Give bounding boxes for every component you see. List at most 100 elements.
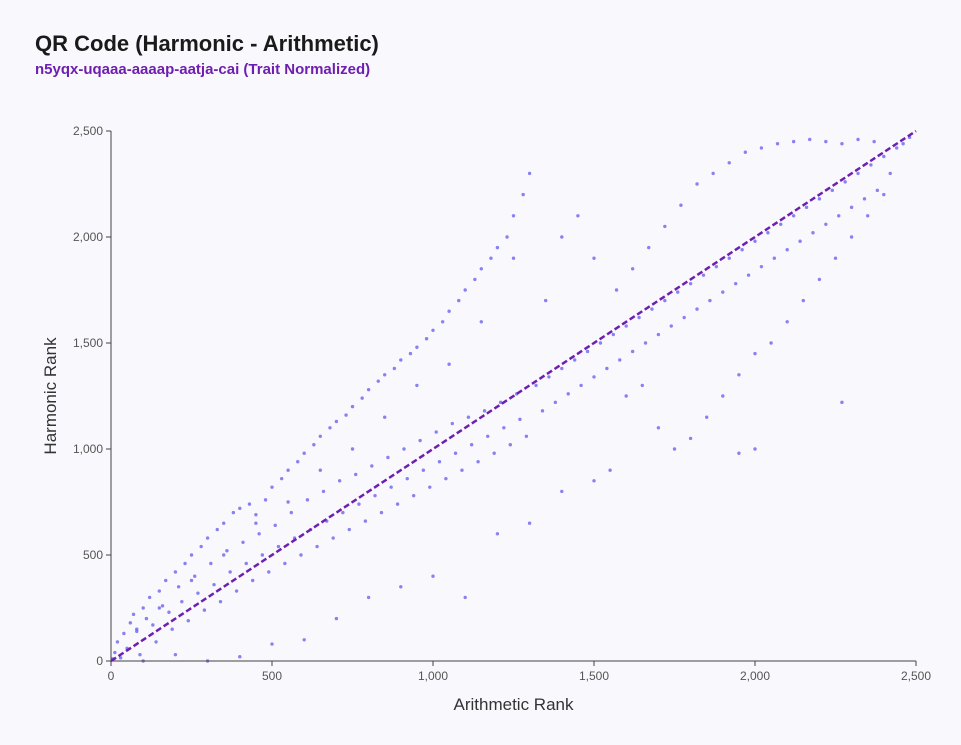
data-point (160, 604, 165, 608)
data-point (711, 171, 715, 176)
data-point (312, 443, 316, 447)
y-axis-label: Harmonic Rank (41, 337, 60, 455)
data-point (453, 451, 458, 455)
data-point (869, 163, 873, 167)
data-point (592, 256, 596, 260)
data-point (862, 197, 867, 201)
data-point (817, 277, 822, 282)
data-point (228, 570, 232, 574)
data-point (721, 290, 725, 294)
data-point (270, 642, 274, 646)
data-point (254, 521, 258, 525)
data-point (447, 362, 451, 366)
data-point (656, 332, 661, 337)
data-point (386, 455, 390, 460)
data-point (415, 383, 419, 388)
data-point (157, 606, 161, 610)
data-point (115, 640, 120, 644)
data-point (222, 553, 226, 557)
data-point (544, 298, 548, 303)
data-point (630, 349, 635, 354)
data-point (379, 510, 384, 515)
data-point (495, 532, 500, 536)
data-point (196, 591, 200, 595)
data-point (286, 500, 290, 504)
data-point (511, 214, 516, 218)
data-point (193, 574, 197, 578)
data-point (808, 137, 812, 142)
data-point (695, 307, 699, 311)
data-point (753, 239, 757, 243)
data-point (759, 146, 764, 150)
data-point (315, 544, 319, 549)
data-point (434, 430, 438, 434)
data-point (560, 489, 564, 494)
data-point (183, 561, 187, 566)
data-point (479, 320, 483, 324)
data-point (176, 585, 181, 589)
y-tick-label: 2,500 (73, 124, 103, 138)
data-point (486, 434, 490, 438)
data-point (305, 498, 310, 502)
data-point (257, 532, 261, 536)
data-point (647, 245, 651, 250)
data-point (746, 273, 751, 277)
data-point (366, 595, 371, 600)
data-point (663, 298, 667, 303)
data-point (250, 578, 255, 583)
data-point (576, 214, 580, 218)
data-point (676, 290, 680, 294)
data-point (753, 351, 757, 356)
data-point (238, 655, 242, 659)
data-point (643, 341, 648, 345)
x-tick-label: 2,500 (901, 669, 931, 683)
data-point (663, 224, 667, 229)
data-point (231, 510, 236, 515)
data-point (798, 239, 802, 243)
data-point (460, 468, 464, 472)
data-point (440, 320, 445, 324)
data-point (128, 621, 133, 625)
data-point (357, 502, 361, 506)
data-point (540, 409, 545, 413)
data-point (721, 394, 725, 398)
points-layer (110, 135, 912, 663)
data-point (560, 366, 564, 371)
chart-subtitle: n5yqx-uqaaa-aaaap-aatja-cai (Trait Norma… (35, 61, 371, 78)
data-point (553, 400, 558, 405)
data-point (498, 400, 503, 405)
x-axis-label: Arithmetic Rank (454, 695, 574, 714)
data-point (270, 485, 274, 489)
data-point (418, 438, 422, 443)
data-point (469, 443, 474, 447)
data-point (141, 606, 145, 610)
data-point (489, 256, 493, 260)
data-point (511, 256, 516, 260)
data-point (135, 627, 139, 631)
axes-layer: 0 500 1,000 1,500 2,000 2,500 0 500 1,000 1,500 2,… (73, 124, 931, 683)
data-point (389, 485, 393, 489)
data-point (791, 214, 796, 218)
data-point (260, 553, 265, 557)
data-point (843, 180, 847, 184)
data-point (415, 345, 419, 349)
data-point (518, 417, 522, 422)
data-point (705, 415, 709, 419)
data-point (608, 468, 612, 472)
data-point (302, 451, 306, 455)
data-point (118, 656, 123, 660)
data-point (866, 214, 870, 218)
data-point (872, 139, 876, 144)
data-point (753, 447, 757, 451)
data-point (170, 627, 174, 631)
data-point (354, 472, 358, 477)
data-point (437, 460, 442, 464)
data-point (428, 485, 432, 489)
data-point (473, 277, 477, 282)
data-point (318, 468, 322, 472)
data-point (234, 589, 239, 593)
data-point (392, 366, 397, 371)
data-point (560, 235, 564, 239)
data-point (585, 349, 590, 354)
